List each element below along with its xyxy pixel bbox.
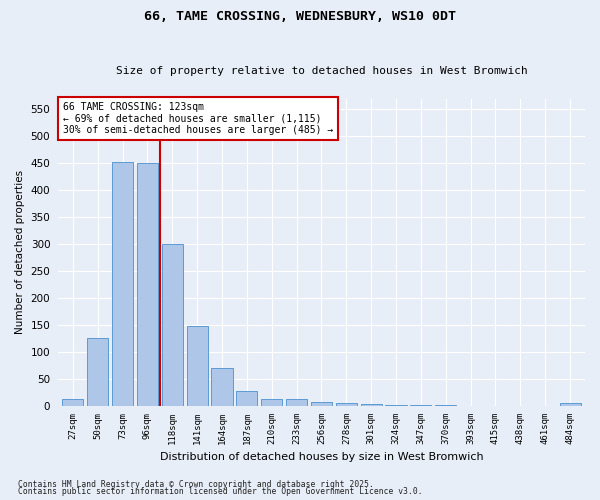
Bar xyxy=(435,405,457,406)
Text: 66, TAME CROSSING, WEDNESBURY, WS10 0DT: 66, TAME CROSSING, WEDNESBURY, WS10 0DT xyxy=(144,10,456,23)
Y-axis label: Number of detached properties: Number of detached properties xyxy=(15,170,25,334)
Bar xyxy=(137,163,158,406)
Bar xyxy=(187,326,208,406)
Bar xyxy=(162,244,183,406)
X-axis label: Distribution of detached houses by size in West Bromwich: Distribution of detached houses by size … xyxy=(160,452,483,462)
Bar xyxy=(336,403,357,406)
Title: Size of property relative to detached houses in West Bromwich: Size of property relative to detached ho… xyxy=(116,66,527,76)
Bar xyxy=(112,162,133,406)
Text: Contains HM Land Registry data © Crown copyright and database right 2025.: Contains HM Land Registry data © Crown c… xyxy=(18,480,374,489)
Text: 66 TAME CROSSING: 123sqm
← 69% of detached houses are smaller (1,115)
30% of sem: 66 TAME CROSSING: 123sqm ← 69% of detach… xyxy=(63,102,334,135)
Bar xyxy=(211,368,233,406)
Bar xyxy=(62,399,83,406)
Bar xyxy=(311,402,332,406)
Bar xyxy=(236,391,257,406)
Bar xyxy=(560,403,581,406)
Bar xyxy=(261,398,283,406)
Text: Contains public sector information licensed under the Open Government Licence v3: Contains public sector information licen… xyxy=(18,487,422,496)
Bar xyxy=(361,404,382,406)
Bar xyxy=(410,405,431,406)
Bar xyxy=(87,338,108,406)
Bar xyxy=(286,398,307,406)
Bar xyxy=(385,404,407,406)
